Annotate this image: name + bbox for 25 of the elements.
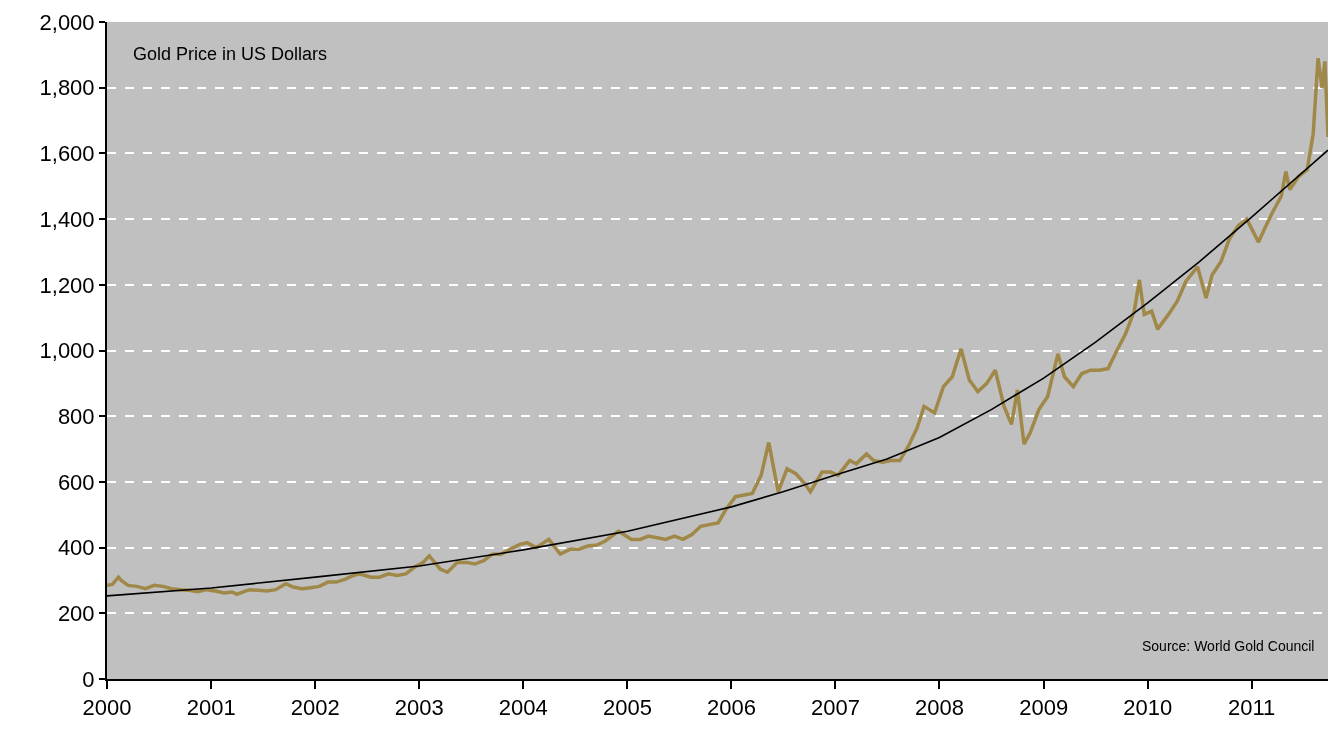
x-tick-label: 2010: [1123, 695, 1173, 721]
annotation: Source: World Gold Council: [1142, 638, 1315, 654]
x-tick-label: 2000: [82, 695, 132, 721]
y-tick-label: 1,000: [39, 338, 95, 364]
y-tick-label: 800: [57, 403, 95, 429]
y-tick-label: 0: [82, 666, 95, 692]
x-tick-label: 2001: [186, 695, 236, 721]
y-tick-label: 2,000: [39, 9, 95, 35]
x-tick-label: 2003: [394, 695, 444, 721]
x-tick-label: 2006: [706, 695, 756, 721]
x-tick-label: 2004: [498, 695, 548, 721]
x-tick-label: 2011: [1227, 695, 1276, 721]
y-tick-label: 1,200: [39, 272, 95, 298]
x-tick-label: 2008: [914, 695, 964, 721]
annotation: Gold Price in US Dollars: [133, 44, 328, 64]
y-tick-label: 200: [57, 601, 95, 626]
x-tick-label: 2009: [1019, 695, 1069, 721]
y-tick-label: 1,400: [39, 206, 95, 232]
x-tick-label: 2005: [603, 695, 652, 721]
y-tick-label: 1,600: [39, 141, 95, 167]
y-tick-label: 600: [57, 469, 95, 495]
y-tick-label: 400: [57, 535, 95, 561]
x-tick-label: 2002: [290, 695, 340, 721]
y-tick-label: 1,800: [39, 75, 95, 101]
x-tick-label: 2007: [810, 695, 860, 721]
